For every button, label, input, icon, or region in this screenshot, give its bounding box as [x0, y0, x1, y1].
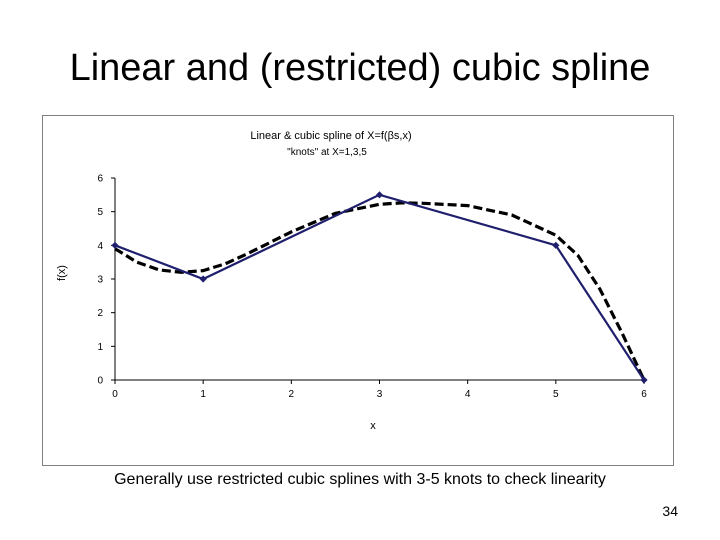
x-tick-label: 1 [200, 389, 206, 400]
linear-spline-point [111, 241, 119, 249]
linear-spline-point [375, 191, 384, 199]
chart-title: Linear & cubic spline of X=f(βs,x) [250, 130, 411, 142]
chart-subtitle: "knots" at X=1,3,5 [287, 147, 367, 158]
linear-spline-point [199, 275, 207, 283]
x-tick-label: 2 [289, 389, 295, 400]
page-number: 34 [662, 503, 678, 519]
x-tick-label: 4 [465, 389, 471, 400]
y-tick-label: 1 [97, 342, 103, 353]
x-tick-label: 0 [112, 389, 118, 400]
y-tick-label: 4 [97, 241, 103, 252]
y-tick-label: 3 [97, 275, 103, 286]
linear-spline-point [552, 241, 560, 249]
x-tick-label: 5 [553, 389, 559, 400]
y-axis-label: f(x) [56, 265, 68, 281]
x-tick-label: 3 [377, 389, 383, 400]
linear-spline-series [114, 193, 645, 381]
footnote: Generally use restricted cubic splines w… [114, 471, 606, 488]
y-tick-label: 6 [97, 174, 103, 185]
axes-layer: 0 1 2 3 4 5 6 0 1 2 3 4 5 6 [97, 174, 647, 401]
cubic-spline-series [114, 201, 646, 381]
y-tick-label: 2 [97, 308, 103, 319]
spline-chart: Linear & cubic spline of X=f(βs,x) "knot… [56, 130, 648, 432]
x-axis-label: x [370, 420, 376, 432]
series-layer [111, 191, 648, 384]
y-tick-label: 0 [97, 376, 103, 387]
slide-title: Linear and (restricted) cubic spline [69, 47, 651, 89]
x-tick-label: 6 [641, 389, 647, 400]
chart-frame: Linear & cubic spline of X=f(βs,x) "knot… [42, 115, 674, 466]
linear-spline-point [640, 376, 648, 384]
y-tick-label: 5 [97, 207, 103, 218]
